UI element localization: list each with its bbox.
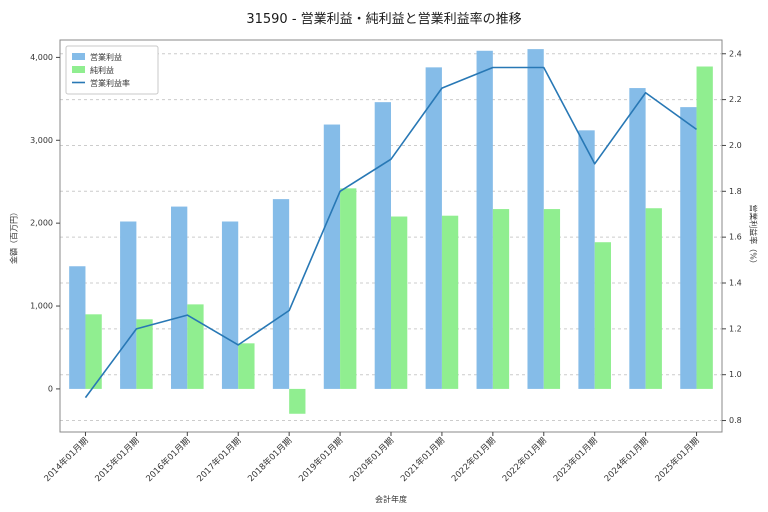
x-tick-label: 2022年01月期 bbox=[449, 435, 498, 484]
left-tick-label: 0 bbox=[48, 384, 53, 393]
bar-series-0 bbox=[323, 124, 341, 389]
bar-series-0 bbox=[120, 221, 137, 389]
x-tick-label: 2017年01月期 bbox=[195, 435, 244, 484]
right-tick-label: 0.8 bbox=[729, 416, 742, 425]
bar-series-1 bbox=[645, 208, 662, 389]
bar-series-1 bbox=[543, 209, 561, 389]
left-tick-label: 4,000 bbox=[30, 53, 53, 62]
bar-series-0 bbox=[578, 130, 595, 389]
bar-series-0 bbox=[374, 102, 391, 389]
x-tick-label: 2016年01月期 bbox=[144, 435, 193, 484]
right-tick-label: 1.2 bbox=[729, 324, 742, 333]
x-tick-label: 2018年01月期 bbox=[246, 435, 295, 484]
bar-series-0 bbox=[171, 206, 188, 389]
bar-series-1 bbox=[492, 209, 510, 389]
chart-title: 31590 - 営業利益・純利益と営業利益率の推移 bbox=[246, 12, 522, 27]
bar-series-0 bbox=[527, 49, 544, 389]
bar-series-0 bbox=[629, 88, 646, 389]
legend-label-0: 営業利益 bbox=[90, 52, 122, 62]
bar-series-1 bbox=[441, 215, 459, 389]
bar-series-1 bbox=[187, 304, 204, 389]
x-tick-label: 2022年01月期 bbox=[500, 435, 549, 484]
x-tick-label: 2024年01月期 bbox=[602, 435, 651, 484]
bar-series-1 bbox=[289, 388, 306, 414]
bar-series-1 bbox=[594, 242, 611, 389]
bar-series-0 bbox=[272, 199, 290, 389]
legend-swatch-0 bbox=[72, 53, 85, 60]
x-tick-label: 2025年01月期 bbox=[653, 435, 702, 484]
x-tick-label: 2015年01月期 bbox=[93, 435, 142, 484]
right-tick-label: 1.0 bbox=[729, 370, 742, 379]
x-tick-label: 2020年01月期 bbox=[347, 435, 396, 484]
bar-series-0 bbox=[221, 221, 239, 389]
bar-series-1 bbox=[696, 66, 713, 389]
right-tick-label: 1.4 bbox=[729, 278, 742, 287]
bar-series-0 bbox=[69, 266, 86, 389]
x-axis-title: 会計年度 bbox=[375, 495, 407, 504]
bar-series-0 bbox=[476, 50, 493, 389]
rate-line bbox=[84, 66, 698, 399]
bar-series-1 bbox=[340, 188, 357, 389]
right-tick-label: 2.2 bbox=[729, 95, 742, 104]
right-tick-label: 2.0 bbox=[729, 141, 742, 150]
x-tick-label: 2019年01月期 bbox=[296, 435, 345, 484]
x-tick-label: 2014年01月期 bbox=[42, 435, 91, 484]
x-tick-label: 2021年01月期 bbox=[398, 435, 447, 484]
left-tick-label: 3,000 bbox=[30, 136, 53, 145]
bar-series-1 bbox=[85, 314, 102, 389]
right-tick-label: 1.8 bbox=[729, 187, 742, 196]
x-tick-label: 2023年01月期 bbox=[551, 435, 600, 484]
legend-box bbox=[65, 45, 159, 95]
bar-series-1 bbox=[238, 343, 255, 389]
legend-swatch-1 bbox=[72, 66, 85, 73]
legend-label-1: 純利益 bbox=[90, 65, 114, 75]
bar-series-1 bbox=[136, 319, 153, 389]
right-tick-label: 1.6 bbox=[729, 233, 742, 242]
left-tick-label: 1,000 bbox=[30, 302, 53, 311]
left-tick-label: 2,000 bbox=[30, 219, 53, 228]
right-tick-label: 2.4 bbox=[729, 49, 742, 58]
bar-series-1 bbox=[391, 216, 408, 389]
legend-label-2: 営業利益率 bbox=[90, 78, 130, 88]
bar-series-0 bbox=[425, 67, 442, 389]
bar-series-0 bbox=[680, 107, 697, 389]
